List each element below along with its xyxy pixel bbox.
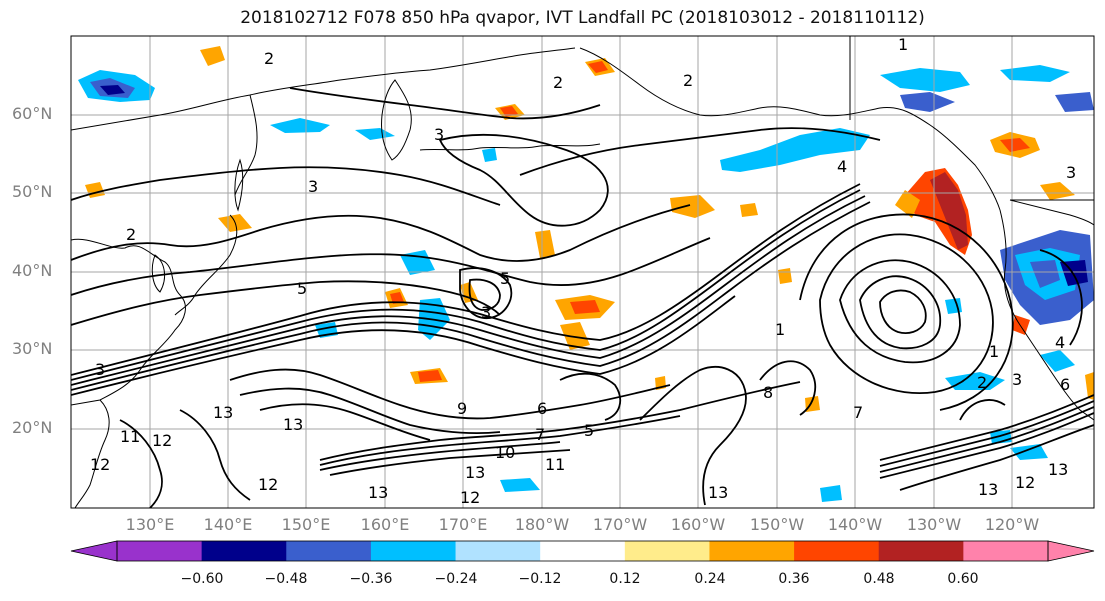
colorbar-tick-label: 0.12 <box>609 571 641 587</box>
contour-label: 1 <box>898 35 908 54</box>
lon-label: 180°W <box>514 515 570 534</box>
lon-label: 140°E <box>203 515 253 534</box>
contour-label: 3 <box>434 125 444 144</box>
contour-label: 9 <box>457 399 467 418</box>
lat-label: 30°N <box>12 339 53 358</box>
colorbar-tick-label: −0.48 <box>264 571 308 587</box>
lon-label: 140°W <box>827 515 883 534</box>
contour-label: 2 <box>126 225 136 244</box>
contour-label: 13 <box>465 463 485 482</box>
contour-label: 3 <box>308 177 318 196</box>
colorbar-swatch <box>455 541 541 561</box>
contour-label: 12 <box>1015 473 1035 492</box>
contour-label: 7 <box>535 425 545 444</box>
map-title: 2018102712 F078 850 hPa qvapor, IVT Land… <box>240 8 925 28</box>
lat-label: 50°N <box>12 182 53 201</box>
colorbar-tick-label: 0.24 <box>694 571 726 587</box>
contour-label: 11 <box>120 427 140 446</box>
contour-label: 11 <box>545 455 565 474</box>
colorbar-tick-label: −0.24 <box>434 571 478 587</box>
contour-label: 5 <box>297 279 307 298</box>
contour-label: 3 <box>95 360 105 379</box>
contour-label: 3 <box>1012 370 1022 389</box>
contour-label: 4 <box>837 157 847 176</box>
lon-label: 150°W <box>749 515 805 534</box>
contour-label: 10 <box>495 443 515 462</box>
colorbar-swatch <box>286 541 372 561</box>
colorbar-extend-max <box>1047 540 1095 562</box>
contour-label: 4 <box>1055 333 1065 352</box>
contour-label: 5 <box>500 269 510 288</box>
colorbar-swatch <box>963 541 1049 561</box>
lon-label: 130°E <box>125 515 175 534</box>
contour-label: 5 <box>584 421 594 440</box>
colorbar-tick-label: 0.48 <box>863 571 895 587</box>
lon-label: 150°E <box>281 515 331 534</box>
contour-label: 2 <box>553 73 563 92</box>
anomaly-fills <box>78 46 1094 502</box>
contour-label: 13 <box>283 415 303 434</box>
lon-label: 160°E <box>360 515 410 534</box>
contour-label: 6 <box>537 399 547 418</box>
contour-label: 13 <box>708 483 728 502</box>
colorbar-tick-label: 0.60 <box>947 571 979 587</box>
lon-label: 160°W <box>670 515 726 534</box>
colorbar-tick-label: −0.36 <box>349 571 393 587</box>
lat-label: 40°N <box>12 261 53 280</box>
contour-label: 13 <box>978 480 998 499</box>
colorbar-swatch <box>370 541 457 561</box>
contour-label-group: 2 3 2 3 4 1 5 5 3 3 2 1 9 6 7 5 8 7 2 3 … <box>90 35 1076 507</box>
colorbar-swatch <box>878 541 964 561</box>
contour-label: 6 <box>1060 375 1070 394</box>
contour-label: 7 <box>853 403 863 422</box>
colorbar-swatch <box>117 541 203 561</box>
contour-label: 2 <box>977 373 987 392</box>
lon-label: 120°W <box>984 515 1040 534</box>
lon-label: 130°W <box>906 515 962 534</box>
lat-label: 20°N <box>12 418 53 437</box>
lon-label: 170°W <box>592 515 648 534</box>
contour-lines <box>71 87 1094 508</box>
colorbar-frame <box>116 540 1049 562</box>
colorbar-tick-label: 0.36 <box>778 571 810 587</box>
contour-label: 8 <box>763 383 773 402</box>
contour-label: 12 <box>258 475 278 494</box>
contour-label: 3 <box>481 303 491 322</box>
colorbar-swatch <box>540 541 626 561</box>
contour-label: 1 <box>775 320 785 339</box>
colorbar <box>70 540 1095 562</box>
contour-label: 12 <box>152 431 172 450</box>
coastlines <box>71 36 1094 508</box>
colorbar-tick-label: −0.60 <box>180 571 224 587</box>
contour-label: 13 <box>1048 460 1068 479</box>
contour-label: 2 <box>264 49 274 68</box>
lat-label: 60°N <box>12 104 53 123</box>
lon-label: 170°E <box>438 515 488 534</box>
colorbar-swatch <box>201 541 287 561</box>
graticule <box>71 36 1094 508</box>
colorbar-tick-label: −0.12 <box>518 571 562 587</box>
colorbar-swatch <box>794 541 880 561</box>
contour-label: 13 <box>368 483 388 502</box>
contour-label: 2 <box>683 71 693 90</box>
contour-label: 1 <box>989 342 999 361</box>
contour-label: 13 <box>213 403 233 422</box>
colorbar-extend-min <box>70 540 118 562</box>
contour-label: 3 <box>1066 163 1076 182</box>
map-panel: 2 3 2 3 4 1 5 5 3 3 2 1 9 6 7 5 8 7 2 3 … <box>71 35 1094 508</box>
contour-label: 12 <box>90 455 110 474</box>
colorbar-swatch <box>624 541 710 561</box>
colorbar-swatch <box>709 541 795 561</box>
map-frame <box>70 35 1095 509</box>
contour-label: 12 <box>460 488 480 507</box>
